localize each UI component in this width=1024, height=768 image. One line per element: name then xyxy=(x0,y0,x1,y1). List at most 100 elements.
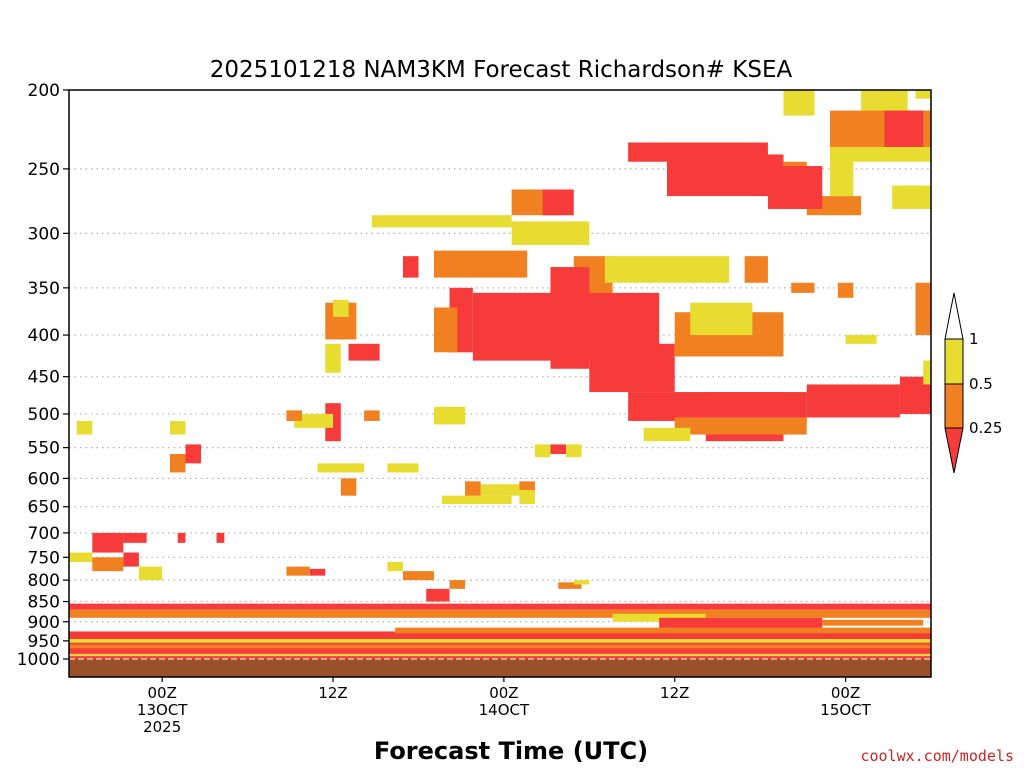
data-cell-10 xyxy=(666,154,784,197)
data-cell-25 xyxy=(791,282,815,293)
y-tick-label-600: 600 xyxy=(28,469,60,489)
data-cell-99 xyxy=(69,644,931,649)
data-cell-51 xyxy=(325,343,341,373)
data-cell-79 xyxy=(177,532,186,543)
data-cell-2 xyxy=(915,90,931,99)
data-cell-30 xyxy=(433,307,458,353)
colorbar-over-arrow xyxy=(944,292,964,340)
data-cell-16 xyxy=(542,189,574,216)
y-tick-label-900: 900 xyxy=(28,613,60,633)
data-cell-73 xyxy=(92,532,124,553)
x-tick-label-2-1: 14OCT xyxy=(479,701,530,719)
y-tick-label-300: 300 xyxy=(28,224,60,244)
y-tick-label-500: 500 xyxy=(28,405,60,425)
data-cell-55 xyxy=(286,410,302,421)
y-tick-label-650: 650 xyxy=(28,498,60,518)
y-tick-label-350: 350 xyxy=(28,279,60,299)
data-cell-56 xyxy=(364,410,380,421)
data-cell-72 xyxy=(519,489,535,504)
data-cell-78 xyxy=(138,566,163,581)
x-tick-label-0-1: 13OCT xyxy=(137,701,188,719)
data-cell-88 xyxy=(573,580,590,585)
y-tick-label-400: 400 xyxy=(28,326,60,346)
data-cell-59 xyxy=(76,420,93,435)
data-cell-45 xyxy=(923,360,931,385)
colorbar-box-1 xyxy=(944,383,964,429)
data-cell-19 xyxy=(511,221,590,245)
data-cell-5 xyxy=(830,147,931,162)
x-tick-label-2-0: 00Z xyxy=(489,684,518,702)
data-cell-26 xyxy=(837,282,854,298)
data-cell-60 xyxy=(185,444,202,464)
x-tick-label-4-0: 00Z xyxy=(831,684,860,702)
data-cell-74 xyxy=(123,532,147,543)
data-cells xyxy=(69,90,931,659)
data-cell-84 xyxy=(402,571,434,581)
data-cell-37 xyxy=(643,427,691,442)
data-cell-40 xyxy=(806,384,900,418)
x-tick-label-0-0: 00Z xyxy=(148,684,177,702)
x-tick-label-3-0: 12Z xyxy=(660,684,689,702)
data-cell-86 xyxy=(449,580,466,589)
credit-text: coolwx.com/models xyxy=(860,747,1014,765)
data-cell-75 xyxy=(69,552,93,562)
ground-band xyxy=(69,658,931,677)
data-cell-95 xyxy=(395,627,931,634)
data-cell-4 xyxy=(884,110,924,152)
data-cell-80 xyxy=(216,532,225,543)
data-cell-24 xyxy=(744,256,768,283)
x-tick-label-0-2: 2025 xyxy=(143,718,181,736)
data-cell-87 xyxy=(558,582,582,589)
data-cell-100 xyxy=(69,653,931,659)
data-cell-77 xyxy=(123,552,139,567)
data-cell-21 xyxy=(402,256,419,278)
y-tick-label-1000: 1000 xyxy=(17,650,60,670)
gridlines xyxy=(69,168,931,642)
data-cell-52 xyxy=(333,299,349,317)
data-cell-89 xyxy=(69,603,931,610)
data-cell-85 xyxy=(426,588,450,602)
y-tick-label-200: 200 xyxy=(28,81,60,101)
y-tick-label-450: 450 xyxy=(28,368,60,388)
data-cell-83 xyxy=(387,561,403,572)
data-cell-57 xyxy=(433,406,466,425)
y-tick-label-800: 800 xyxy=(28,571,60,591)
ground-fill xyxy=(69,659,931,677)
colorbar-tick-2: 0.25 xyxy=(969,419,1002,437)
x-tick-label-1-0: 12Z xyxy=(318,684,347,702)
data-cell-61 xyxy=(169,454,186,473)
data-cell-76 xyxy=(92,557,124,572)
data-cell-0 xyxy=(783,90,815,116)
data-cell-39 xyxy=(690,302,753,336)
data-cell-68 xyxy=(441,495,512,504)
data-cell-63 xyxy=(387,463,419,473)
y-tick-label-950: 950 xyxy=(28,632,60,652)
data-cell-23 xyxy=(604,256,730,283)
y-tick-label-700: 700 xyxy=(28,524,60,544)
data-cell-62 xyxy=(317,463,365,473)
data-cell-50 xyxy=(348,343,380,361)
data-cell-93 xyxy=(822,619,924,626)
y-tick-label-750: 750 xyxy=(28,548,60,568)
data-cell-91 xyxy=(612,613,706,622)
colorbar-box-0 xyxy=(944,338,964,385)
data-cell-66 xyxy=(566,444,582,458)
data-cell-92 xyxy=(659,617,823,630)
data-cell-64 xyxy=(550,444,567,455)
colorbar-under-arrow xyxy=(944,427,964,474)
data-cell-69 xyxy=(480,484,520,496)
data-cell-65 xyxy=(534,444,551,458)
data-cell-67 xyxy=(340,478,357,496)
x-tick-label-4-1: 15OCT xyxy=(820,701,871,719)
data-cell-36 xyxy=(674,417,807,435)
data-cell-90 xyxy=(69,609,931,618)
plot-frame xyxy=(68,89,932,678)
data-cell-70 xyxy=(465,481,481,496)
data-cell-20 xyxy=(433,250,528,278)
data-cell-71 xyxy=(519,481,535,493)
data-cell-101 xyxy=(69,654,931,657)
data-cell-27 xyxy=(915,282,931,336)
data-cell-13 xyxy=(767,166,823,209)
